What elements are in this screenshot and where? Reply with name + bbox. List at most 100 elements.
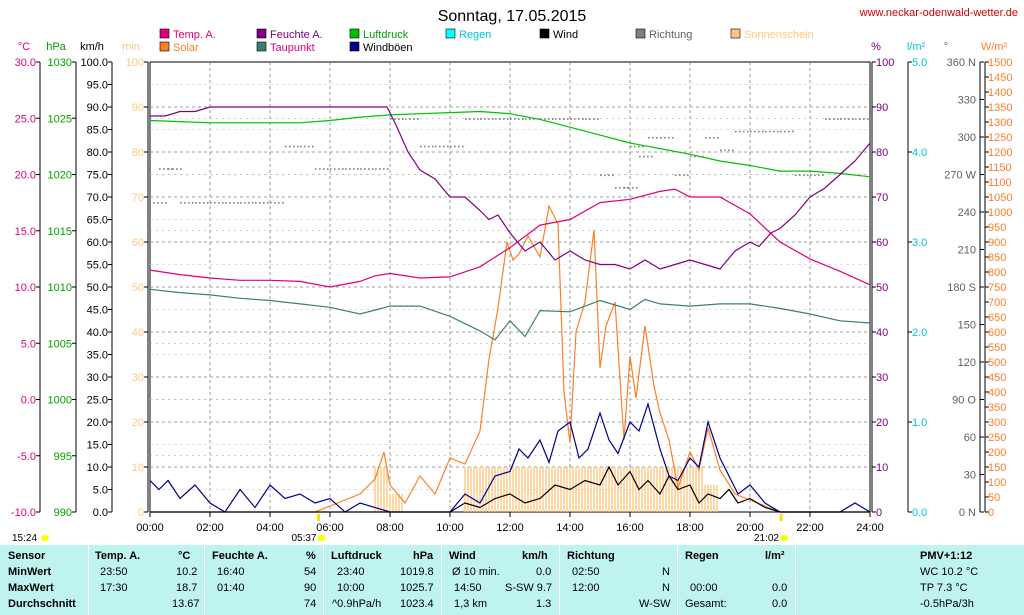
direction-dot [199, 202, 201, 204]
direction-dot [585, 118, 587, 120]
x-tick-label: 16:00 [616, 522, 644, 534]
direction-dot [732, 149, 734, 152]
direction-dot [672, 137, 674, 139]
direction-dot [252, 202, 254, 204]
row-label-avg: Durchschnitt [8, 598, 76, 610]
site-url: www.neckar-odenwald-wetter.de [859, 7, 1018, 19]
direction-dot [159, 168, 161, 170]
direction-dot [852, 118, 854, 120]
min-hum: 54 [304, 566, 317, 578]
legend-label-temp-a-: Temp. A. [173, 29, 216, 41]
x-tick-label: 22:00 [796, 522, 824, 534]
direction-dot [458, 145, 460, 148]
direction-axis-label: 90 O [952, 395, 976, 407]
direction-dot [694, 155, 696, 158]
wind-axis-label: 20.0 [87, 417, 108, 429]
series-line-solar [150, 204, 870, 513]
direction-dot [435, 145, 437, 148]
direction-dot [619, 187, 621, 189]
direction-dot [447, 145, 449, 148]
pressure-axis-label: 1020 [48, 170, 72, 182]
unit-label: min [122, 41, 140, 53]
solar-axis-label: 650 [988, 312, 1006, 324]
wind-axis-label: 5.0 [93, 485, 108, 497]
unit-label: °C [18, 41, 30, 53]
max-pmv: TP 7.3 °C [920, 582, 968, 594]
direction-dot [799, 174, 801, 177]
direction-dot [263, 202, 265, 204]
direction-dot [432, 145, 434, 148]
wind-axis-label: 75.0 [87, 170, 108, 182]
max-press-time: 10:00 [337, 582, 365, 594]
direction-dot [597, 118, 599, 120]
rain-axis-label: 2.0 [912, 327, 927, 339]
legend-label-taupunkt: Taupunkt [270, 42, 315, 54]
humidity-axis-label: 30 [876, 372, 888, 384]
direction-dot [357, 168, 359, 170]
unit-label: l/m² [907, 41, 926, 53]
direction-dot [349, 168, 351, 170]
direction-dot [439, 145, 441, 148]
direction-dot [683, 174, 685, 177]
direction-dot [424, 145, 426, 148]
solar-axis-label: 1350 [988, 102, 1012, 114]
direction-dot [402, 118, 404, 120]
avg-dir: W-SW [639, 598, 671, 610]
direction-dot [807, 174, 809, 177]
direction-dot [364, 168, 366, 170]
direction-dot [510, 118, 512, 120]
direction-dot [443, 145, 445, 148]
solar-axis-label: 850 [988, 252, 1006, 264]
direction-dot [368, 168, 370, 170]
direction-dot [469, 118, 471, 120]
solar-axis-label: 1450 [988, 72, 1012, 84]
humidity-axis-label: 90 [876, 102, 888, 114]
direction-dot [578, 118, 580, 120]
direction-axis-label: 360 N [947, 57, 976, 69]
avg-press: 1023.4 [400, 598, 434, 610]
direction-dot [330, 168, 332, 170]
max-hum: 90 [304, 582, 317, 594]
direction-dot [754, 130, 756, 133]
direction-dot [792, 130, 794, 133]
direction-dot [342, 168, 344, 170]
min-dir-time: 02:50 [572, 566, 600, 578]
direction-dot [615, 187, 617, 189]
wind-axis-label: 60.0 [87, 237, 108, 249]
sunshine-axis-label: 90 [132, 102, 144, 114]
direction-dot [525, 118, 527, 120]
direction-dot [638, 145, 640, 148]
rain-axis-label: 3.0 [912, 237, 927, 249]
axes: 30.025.020.015.010.05.00.0-5.0-10.010301… [11, 57, 1013, 534]
direction-dot [315, 168, 317, 170]
pressure-axis-label: 1015 [48, 226, 72, 238]
direction-dot [814, 174, 816, 177]
avg-hum: 74 [304, 598, 317, 610]
direction-dot [300, 145, 302, 148]
solar-axis-label: 1300 [988, 117, 1012, 129]
direction-dot [709, 137, 711, 139]
direction-dot [259, 202, 261, 204]
avg-pmv: -0.5hPa/3h [920, 598, 974, 610]
pressure-axis-label: 990 [54, 507, 72, 519]
x-tick-label: 24:00 [856, 522, 884, 534]
temp-axis-label: 0.0 [21, 395, 36, 407]
series-line-wind [150, 465, 870, 513]
direction-dot [651, 155, 653, 158]
wind-axis-label: 45.0 [87, 305, 108, 317]
direction-dot [248, 202, 250, 204]
direction-dot [555, 118, 557, 120]
temp-axis-label: 30.0 [15, 57, 36, 69]
header-wind: Wind [449, 550, 476, 562]
solar-axis-label: 500 [988, 357, 1006, 369]
plot-grid [149, 61, 871, 513]
avg-wind: 1.3 [536, 598, 552, 610]
unit-label: km/h [80, 41, 104, 53]
wind-axis-label: 55.0 [87, 260, 108, 272]
direction-dot [488, 118, 490, 120]
max-rain: 0.0 [772, 582, 788, 594]
direction-dot [636, 187, 638, 189]
sunshine-axis-label: 10 [132, 462, 144, 474]
weather-chart: Sonntag, 17.05.2015 www.neckar-odenwald-… [11, 7, 1018, 544]
direction-dot [353, 168, 355, 170]
